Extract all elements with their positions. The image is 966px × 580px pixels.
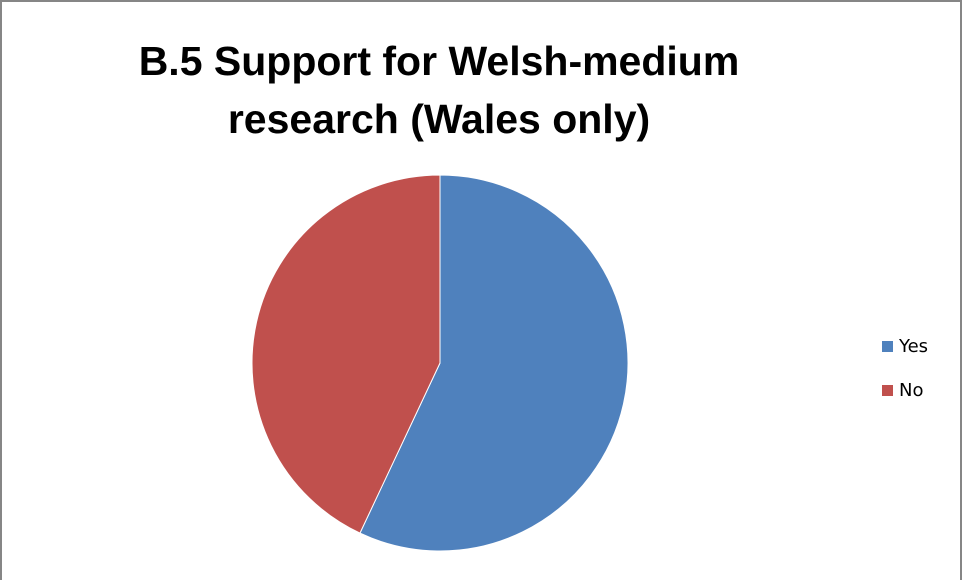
chart-title: B.5 Support for Welsh-medium research (W… <box>2 32 876 148</box>
chart-title-line-2: research (Wales only) <box>227 96 651 142</box>
pie-slice-no <box>251 174 441 534</box>
legend-label-no: No <box>899 379 924 401</box>
legend-item-yes: Yes <box>882 324 928 368</box>
legend: Yes No <box>882 324 928 412</box>
legend-swatch-no <box>882 384 893 396</box>
pie-slice-yes <box>359 174 629 552</box>
legend-item-no: No <box>882 368 928 412</box>
legend-swatch-yes <box>882 340 893 352</box>
chart-title-line-1: B.5 Support for Welsh-medium <box>138 38 740 84</box>
legend-label-yes: Yes <box>899 335 929 357</box>
